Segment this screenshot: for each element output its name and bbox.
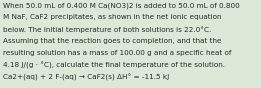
Text: below. The initial temperature of both solutions is 22.0°C.: below. The initial temperature of both s…: [3, 26, 211, 33]
Text: M NaF, CaF2 precipitates, as shown in the net ionic equation: M NaF, CaF2 precipitates, as shown in th…: [3, 14, 221, 20]
Text: Ca2+(aq) + 2 F-(aq) → CaF2(s) ΔH° = -11.5 kJ: Ca2+(aq) + 2 F-(aq) → CaF2(s) ΔH° = -11.…: [3, 73, 169, 81]
Text: resulting solution has a mass of 100.00 g and a specific heat of: resulting solution has a mass of 100.00 …: [3, 50, 231, 56]
Text: Assuming that the reaction goes to completion, and that the: Assuming that the reaction goes to compl…: [3, 38, 221, 44]
Text: When 50.0 mL of 0.400 M Ca(NO3)2 is added to 50.0 mL of 0.800: When 50.0 mL of 0.400 M Ca(NO3)2 is adde…: [3, 3, 239, 9]
Text: 4.18 J/(g · °C), calculate the final temperature of the solution.: 4.18 J/(g · °C), calculate the final tem…: [3, 62, 225, 69]
